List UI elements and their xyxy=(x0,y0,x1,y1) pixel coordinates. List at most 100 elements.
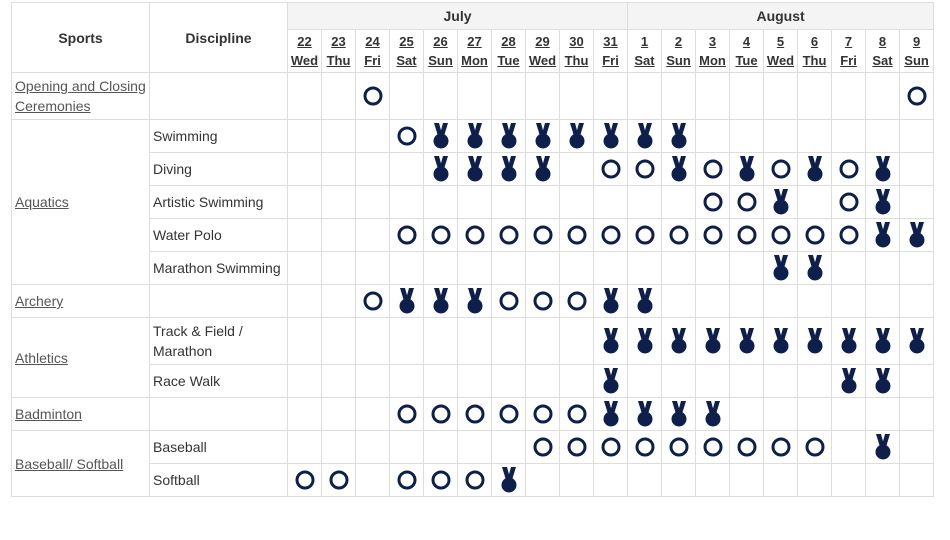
day-cell xyxy=(627,397,663,431)
sport-cell: Badminton xyxy=(11,397,150,431)
event-circle xyxy=(499,404,518,424)
day-cell xyxy=(389,119,424,153)
event-icon xyxy=(533,225,552,245)
day-cell xyxy=(797,284,833,318)
day-cell xyxy=(321,463,356,497)
day-cell xyxy=(729,317,765,365)
sport-row: Aquatics Swimming xyxy=(11,119,935,285)
sport-link[interactable]: Opening and Closing Ceremonies xyxy=(15,78,146,114)
medal-ribbon xyxy=(569,123,578,136)
day-cell xyxy=(457,284,492,318)
day-cell xyxy=(592,72,629,120)
event-circle xyxy=(669,225,689,245)
medal-icon xyxy=(637,288,653,314)
day-cell xyxy=(797,251,833,285)
event-icon xyxy=(397,126,416,146)
day-cell xyxy=(865,364,901,398)
sport-cell: Athletics xyxy=(11,317,150,398)
day-cell xyxy=(321,284,356,318)
day-cell xyxy=(661,251,697,285)
day-cell xyxy=(491,430,526,464)
event-icon xyxy=(567,437,586,457)
event-icon xyxy=(533,437,552,457)
day-cell xyxy=(661,218,697,252)
day-cell xyxy=(729,72,765,120)
sport-link[interactable]: Aquatics xyxy=(15,194,69,210)
medal-ribbon xyxy=(467,288,476,301)
day-cell xyxy=(661,364,697,398)
day-cell xyxy=(559,251,594,285)
day-cell xyxy=(797,152,833,186)
day-cell xyxy=(423,152,458,186)
event-circle xyxy=(329,470,348,490)
medal-disc xyxy=(773,199,789,215)
day-cell xyxy=(729,152,765,186)
day-cell xyxy=(831,119,867,153)
day-weekday: Thu xyxy=(326,53,351,68)
header-row: 22 Wed 23 Thu 24 Fri 25 Sat 26 Sun 27 Mon 28 Tue 29 Wed… xyxy=(12,29,935,73)
day-cell xyxy=(355,185,390,219)
day-cell xyxy=(763,251,799,285)
medal-disc xyxy=(637,411,653,427)
day-weekday: Mon xyxy=(699,53,726,68)
day-cell xyxy=(321,364,356,398)
medal-ribbon xyxy=(439,288,448,301)
day-cell xyxy=(423,185,458,219)
day-cell xyxy=(729,463,765,497)
day-header: 3 Mon xyxy=(695,29,731,73)
day-cell xyxy=(491,284,526,318)
medal-ribbon xyxy=(575,123,584,136)
sport-link[interactable]: Archery xyxy=(15,293,64,309)
day-cell xyxy=(831,185,867,219)
day-cell xyxy=(763,463,799,497)
day-cell xyxy=(491,185,526,219)
day-cell xyxy=(865,218,901,252)
medal-icon xyxy=(467,288,482,314)
day-cell xyxy=(627,317,663,365)
medal-icon xyxy=(841,368,857,394)
day-cell xyxy=(389,430,424,464)
medal-icon xyxy=(841,328,857,354)
day-cell xyxy=(423,364,458,398)
day-cell xyxy=(695,72,731,120)
day-header: 24 Fri xyxy=(355,29,390,73)
day-cell xyxy=(695,152,731,186)
medal-ribbon xyxy=(881,434,890,447)
day-weekday: Fri xyxy=(364,53,381,68)
medal-ribbon xyxy=(705,401,714,414)
medal-disc xyxy=(841,338,857,354)
day-cell xyxy=(695,218,731,252)
medal-icon xyxy=(433,288,448,314)
medal-disc xyxy=(671,166,687,182)
sport-link[interactable]: Athletics xyxy=(15,349,68,366)
day-cell xyxy=(627,251,663,285)
day-cell xyxy=(321,317,356,365)
medal-icon xyxy=(875,368,891,394)
event-icon xyxy=(703,159,723,179)
event-icon xyxy=(839,192,859,212)
medal-ribbon xyxy=(677,123,686,136)
day-cell xyxy=(423,317,458,365)
sport-row: Artistic Swimming xyxy=(12,185,935,219)
medal-disc xyxy=(433,166,448,182)
medal-ribbon xyxy=(609,288,618,301)
day-weekday: Wed xyxy=(290,53,319,68)
medal-ribbon xyxy=(603,123,612,136)
medal-ribbon xyxy=(779,328,788,341)
medal-ribbon xyxy=(711,328,720,341)
day-cell xyxy=(525,364,560,398)
event-icon xyxy=(771,437,791,457)
day-cell xyxy=(899,397,935,431)
sport-link[interactable]: Badminton xyxy=(15,406,82,422)
sport-link[interactable]: Baseball/ Softball xyxy=(15,455,124,472)
medal-icon xyxy=(603,401,618,427)
day-cell xyxy=(321,430,356,464)
medal-icon xyxy=(773,255,789,281)
day-cell xyxy=(763,430,799,464)
medal-disc xyxy=(603,378,618,394)
day-header: 7 Fri xyxy=(831,29,867,73)
sport-row: Archery xyxy=(11,284,935,318)
medal-ribbon xyxy=(671,123,680,136)
event-icon xyxy=(839,159,859,179)
medal-ribbon xyxy=(909,222,918,235)
